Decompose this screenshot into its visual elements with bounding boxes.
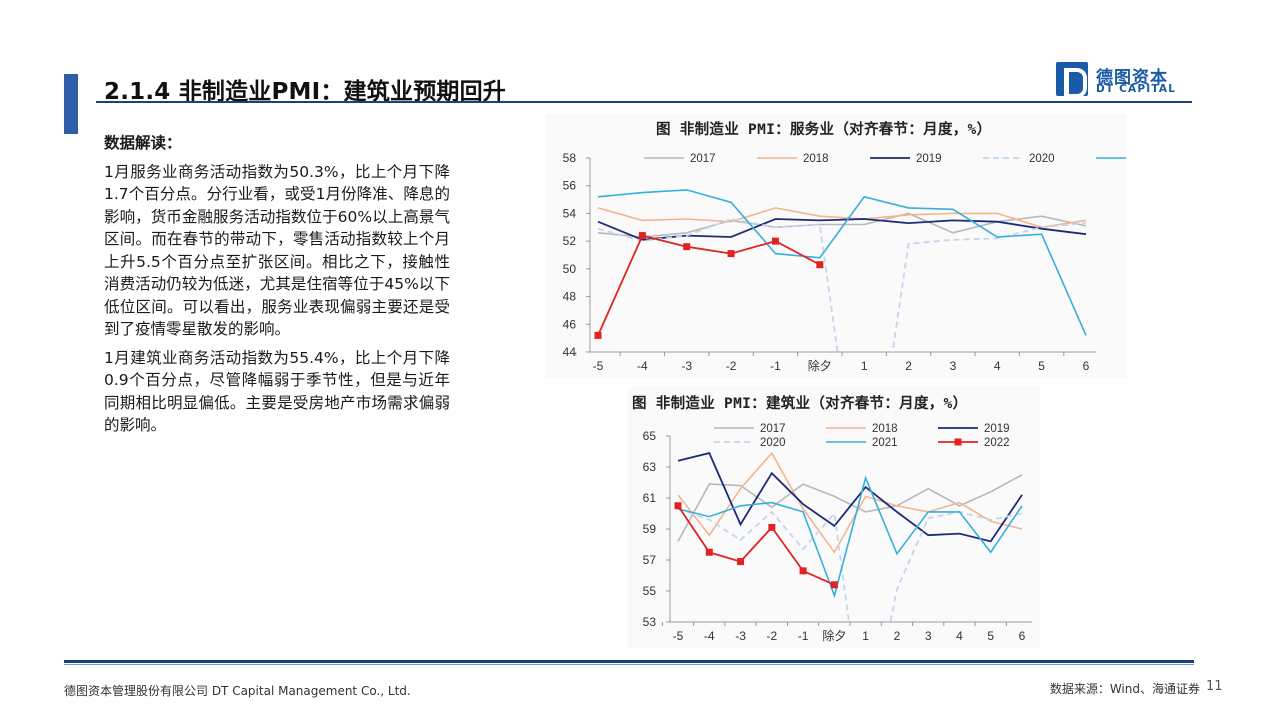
construction-chart-title: 图 非制造业 PMI：建筑业（对齐春节：月度，%） — [632, 396, 968, 412]
x-tick-label: 除夕 — [822, 628, 846, 643]
x-tick-label: 3 — [950, 359, 957, 373]
y-tick-label: 54 — [563, 206, 577, 220]
legend-label-2020: 2020 — [760, 437, 786, 449]
x-tick-label: -5 — [673, 629, 684, 643]
footer-source: 数据来源：Wind、海通证券 — [1049, 682, 1200, 696]
x-tick-label: -5 — [593, 359, 604, 373]
x-tick-label: 1 — [861, 359, 868, 373]
construction-pmi-chart: 53 55 57 59 61 63 65 -5 -4 -3 -2 -1 除夕 1 2 3 4 5 6 2017 2018… — [643, 423, 1032, 643]
y-tick-label: 61 — [643, 491, 657, 505]
x-tick-label: 2 — [905, 359, 912, 373]
page-number: 11 — [1206, 679, 1223, 694]
slide-title: 2.1.4 非制造业PMI：建筑业预期回升 — [104, 79, 506, 105]
x-tick-label: -1 — [798, 629, 809, 643]
y-tick-label: 44 — [563, 345, 577, 359]
logo-name-cn: 德图资本 — [1096, 68, 1168, 88]
x-tick-label: 5 — [987, 629, 994, 643]
legend-label-2017: 2017 — [690, 153, 716, 165]
title-divider — [96, 101, 1192, 103]
legend-label-2017: 2017 — [760, 423, 786, 435]
series-point-2022 — [727, 250, 735, 258]
company-logo: 德图资本 DT CAPITAL — [1056, 62, 1192, 98]
x-tick-label: 3 — [925, 629, 932, 643]
x-tick-label: 4 — [956, 629, 963, 643]
title-accent-bar — [64, 74, 78, 134]
y-tick-label: 57 — [643, 553, 657, 567]
series-point-2022 — [594, 331, 602, 339]
commentary-panel: 数据解读： 1月服务业商务活动指数为50.3%，比上个月下降1.7个百分点。分行… — [104, 132, 450, 443]
commentary-paragraph-services: 1月服务业商务活动指数为50.3%，比上个月下降1.7个百分点。分行业看，或受1… — [104, 162, 450, 339]
footer-company: 德图资本管理股份有限公司 DT Capital Management Co., … — [64, 684, 411, 698]
y-tick-label: 53 — [643, 615, 657, 629]
x-tick-label: 2 — [894, 629, 901, 643]
x-tick-label: -3 — [681, 359, 692, 373]
legend-marker-2022 — [954, 438, 962, 446]
logo-d-icon — [1056, 62, 1088, 98]
footer-divider-thin — [64, 664, 1194, 665]
legend-label-2022: 2022 — [984, 437, 1010, 449]
legend-label-2019: 2019 — [916, 153, 942, 165]
construction-pmi-chart-panel: 图 非制造业 PMI：建筑业（对齐春节：月度，%） 53 55 57 59 61 63 65… — [628, 386, 1040, 648]
series-point-2022 — [705, 548, 713, 556]
x-tick-label: 除夕 — [808, 358, 832, 373]
series-point-2022 — [799, 567, 807, 575]
x-tick-label: 5 — [1038, 359, 1045, 373]
series-point-2022 — [771, 237, 779, 245]
commentary-heading: 数据解读： — [104, 134, 182, 152]
series-line-2021 — [597, 189, 1087, 336]
series-point-2022 — [674, 502, 682, 510]
series-line-2022 — [597, 234, 821, 336]
series-point-2022 — [768, 523, 776, 531]
y-tick-label: 46 — [563, 317, 577, 331]
x-tick-label: 1 — [862, 629, 869, 643]
series-line-2019 — [677, 452, 1023, 543]
x-tick-label: 6 — [1083, 359, 1090, 373]
x-tick-label: -4 — [704, 629, 715, 643]
y-tick-label: 59 — [643, 522, 657, 536]
series-point-2022 — [638, 232, 646, 240]
y-tick-label: 50 — [563, 262, 577, 276]
footer-divider — [64, 660, 1194, 663]
y-tick-label: 65 — [643, 429, 657, 443]
services-chart-title: 图 非制造业 PMI：服务业（对齐春节：月度，%） — [656, 122, 992, 138]
series-line-2020 — [677, 508, 1023, 622]
x-tick-label: 4 — [994, 359, 1001, 373]
x-tick-label: -2 — [766, 629, 777, 643]
series-line-2017 — [597, 212, 1087, 238]
y-tick-label: 56 — [563, 179, 577, 193]
legend-label-2020: 2020 — [1029, 153, 1055, 165]
x-tick-label: -4 — [637, 359, 648, 373]
y-tick-label: 48 — [563, 290, 577, 304]
series-point-2022 — [683, 243, 691, 251]
x-tick-label: -1 — [770, 359, 781, 373]
legend-label-2019: 2019 — [984, 423, 1010, 435]
series-point-2022 — [830, 581, 838, 589]
series-line-2018 — [677, 451, 1023, 554]
series-line-2022 — [677, 505, 835, 586]
series-line-2021 — [677, 475, 1023, 599]
x-tick-label: 6 — [1019, 629, 1026, 643]
y-tick-label: 58 — [563, 151, 577, 165]
series-line-2018 — [597, 207, 1087, 229]
legend-label-2021: 2021 — [872, 437, 898, 449]
series-point-2022 — [737, 558, 745, 566]
x-tick-label: -3 — [735, 629, 746, 643]
series-point-2022 — [816, 261, 824, 269]
commentary-paragraph-construction: 1月建筑业商务活动指数为55.4%，比上个月下降0.9个百分点，尽管降幅弱于季节… — [104, 348, 450, 435]
legend-label-2018: 2018 — [803, 153, 829, 165]
y-tick-label: 55 — [643, 584, 657, 598]
legend-label-2018: 2018 — [872, 423, 898, 435]
services-pmi-chart-panel: 图 非制造业 PMI：服务业（对齐春节：月度，%） 44 46 48 50 52 54 56… — [546, 114, 1126, 378]
y-tick-label: 63 — [643, 460, 657, 474]
x-tick-label: -2 — [726, 359, 737, 373]
y-tick-label: 52 — [563, 234, 577, 248]
series-line-2017 — [677, 474, 1023, 542]
logo-name-en: DT CAPITAL — [1096, 83, 1177, 95]
